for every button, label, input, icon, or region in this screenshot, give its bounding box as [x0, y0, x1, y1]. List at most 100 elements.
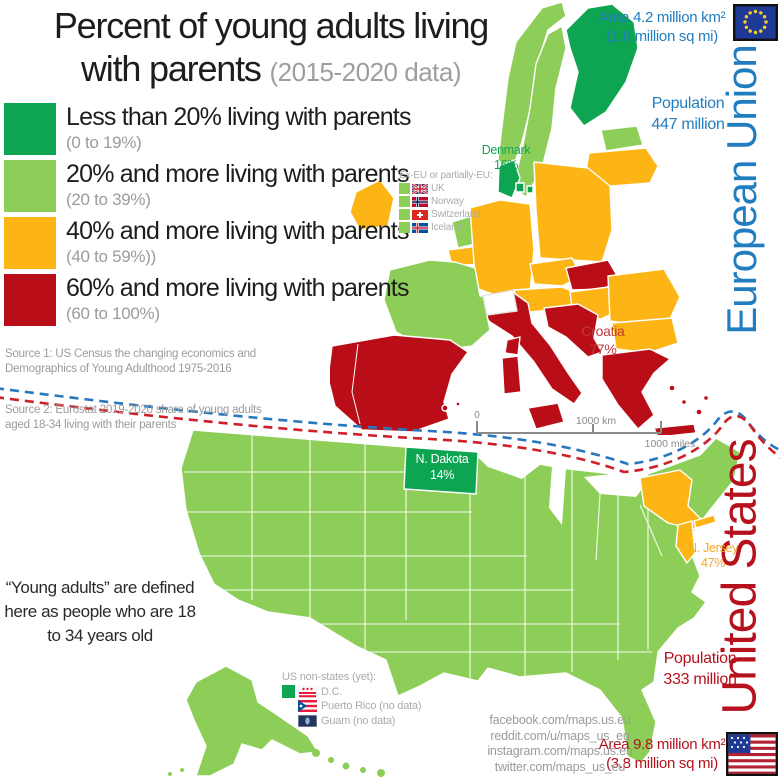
country-switzerland [482, 289, 518, 316]
legend-label: 40% and more living with parents [66, 217, 409, 245]
country-croatia [543, 303, 603, 358]
legend-label: Less than 20% living with parents [66, 103, 411, 131]
croatia-name: Croatia [581, 323, 625, 339]
ex-eu-legend: Ex-EU or partially-EU: UK Norway [399, 169, 493, 234]
dark-green-swatch [282, 685, 295, 699]
legend-swatch-red [4, 274, 56, 326]
ex-eu-item-label: Iceland [431, 222, 462, 233]
color-legend: Less than 20% living with parents (0 to … [4, 103, 484, 331]
eu-population-info: Population 447 million [638, 93, 738, 135]
us-non-states-legend: US non-states (yet): D.C. Puerto Rico (n… [282, 670, 422, 729]
legend-range: (0 to 19%) [66, 133, 142, 152]
denmark-name: Denmark [481, 143, 531, 157]
us-non-states-row-guam: Guam (no data) [282, 714, 421, 729]
legend-range: (20 to 39%) [66, 190, 151, 209]
eu-flag-icon [733, 4, 778, 41]
lake-huron-erie [584, 472, 652, 497]
croatia-value: 77% [589, 341, 617, 357]
hawaii-island [328, 757, 334, 763]
country-france [383, 259, 491, 353]
aleutian-island [168, 772, 172, 776]
ex-eu-row-iceland: Iceland [399, 221, 492, 234]
ex-eu-item-label: Norway [431, 196, 464, 207]
ex-eu-header: Ex-EU or partially-EU: [399, 170, 493, 181]
ex-eu-row-switzerland: Switzerland [399, 208, 492, 221]
us-non-states-row-dc: D.C. [282, 685, 421, 700]
us-non-states-item-label: Guam (no data) [321, 714, 396, 727]
north-dakota-label: N. Dakota 14% [406, 451, 478, 483]
legend-row-20-39: 20% and more living with parents (20 to … [4, 160, 484, 217]
state-alaska [185, 665, 319, 777]
state-borders [182, 430, 663, 680]
light-green-swatch [399, 196, 410, 207]
us-area-info: Area 9.8 million km² (3.8 million sq mi) [596, 735, 728, 773]
island-corsica [504, 336, 521, 356]
title-line2: with parents (2015-2020 data) [18, 47, 524, 94]
new-jersey-value: 47% [700, 556, 726, 570]
aegean-island [668, 384, 676, 392]
legend-row-under20: Less than 20% living with parents (0 to … [4, 103, 484, 160]
legend-row-40-59: 40% and more living with parents (40 to … [4, 217, 484, 274]
facebook-link: facebook.com/maps.us.eu [489, 713, 631, 727]
title-line2-text: with parents [81, 48, 262, 89]
country-estonia [600, 125, 644, 152]
social-links: facebook.com/maps.us.eu reddit.com/u/map… [480, 713, 640, 775]
us-area-line1: Area 9.8 million km² [598, 736, 726, 753]
title-line1: Percent of young adults living [53, 5, 489, 46]
eu-vertical-title: European Union [718, 45, 765, 335]
country-sweden [512, 25, 567, 198]
ex-eu-row-norway: Norway [399, 195, 492, 208]
us-non-states-item-label: D.C. [321, 685, 343, 698]
state-new-jersey [675, 520, 696, 564]
croatia-label: Croatia 77% [572, 322, 634, 358]
puerto-rico-flag-icon [298, 700, 317, 713]
us-non-states-row-puerto-rico: Puerto Rico (no data) [282, 699, 422, 714]
legend-range: (60 to 100%) [66, 304, 160, 323]
twitter-link: twitter.com/maps_us_eu [494, 759, 626, 774]
country-romania [607, 268, 681, 326]
island-sardinia [501, 355, 522, 395]
instagram-link: instagram.com/maps.us.eu [487, 744, 633, 759]
iceland-flag-icon [412, 222, 428, 233]
definition-line2: here as people who are 18 [4, 602, 196, 621]
light-green-swatch [399, 209, 410, 220]
legend-label: 60% and more living with parents [66, 274, 409, 302]
us-population-label: Population [663, 650, 737, 667]
dc-flag-icon [298, 685, 317, 698]
country-bulgaria [611, 317, 679, 354]
new-jersey-name: N. Jersey [687, 541, 739, 555]
country-norway [497, 1, 567, 171]
hawaii-island [342, 762, 350, 770]
norway-flag-icon [412, 196, 428, 207]
eu-area-line1: Area 4.2 million km² [598, 9, 726, 26]
aegean-island [680, 398, 688, 406]
denmark-island [526, 185, 534, 194]
legend-swatch-yellow [4, 217, 56, 269]
uk-flag-icon [412, 183, 428, 194]
hawaii-island [360, 767, 366, 773]
new-jersey-label: N. Jersey 47% [686, 541, 740, 571]
us-non-states-item-label: Puerto Rico (no data) [321, 700, 422, 712]
legend-row-60-100: 60% and more living with parents (60 to … [4, 274, 484, 331]
page-title: Percent of young adults living with pare… [18, 4, 524, 94]
country-ireland [349, 179, 395, 231]
source-2-line1: Source 2: Eurostat 2019-2020 share of yo… [5, 404, 262, 416]
definition-line1: “Young adults” are defined [5, 578, 195, 597]
source-1-line2: Demographics of Young Adulthood 1975-201… [5, 363, 232, 375]
north-dakota-name: N. Dakota [415, 452, 469, 466]
reddit-link: reddit.com/u/maps_us_eu [490, 728, 630, 743]
aegean-island [695, 408, 703, 416]
light-green-swatch [399, 222, 410, 233]
source-2: Source 2: Eurostat 2019-2020 share of yo… [5, 403, 262, 433]
long-island [693, 514, 717, 529]
lake-michigan [549, 466, 566, 525]
north-dakota-value: 14% [429, 468, 455, 482]
definition-line3: to 34 years old [47, 626, 153, 645]
europe-map [330, 1, 710, 435]
source-1: Source 1: US Census the changing economi… [5, 347, 256, 377]
source-2-line2: aged 18-34 living with their parents [5, 419, 177, 431]
legend-swatch-dark-green [4, 103, 56, 155]
source-1-line1: Source 1: US Census the changing economi… [5, 348, 256, 360]
switzerland-flag-icon [412, 209, 428, 220]
